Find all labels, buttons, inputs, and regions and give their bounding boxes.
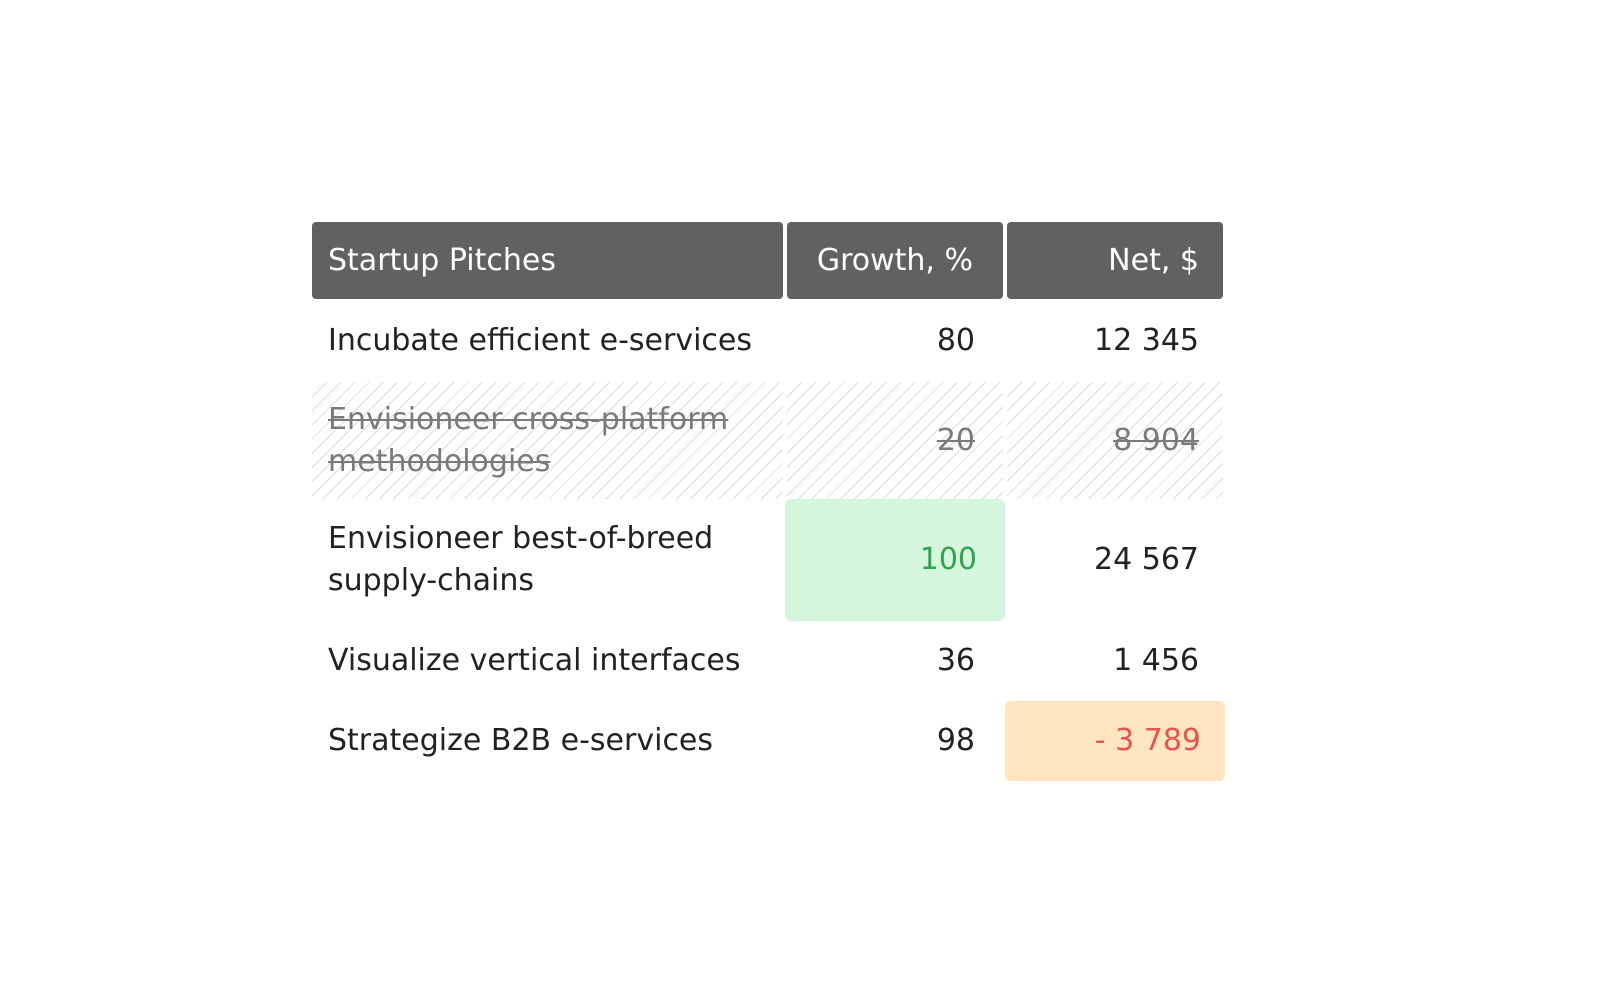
startup-pitches-table: Startup Pitches Growth, % Net, $ Incubat…: [312, 222, 1225, 781]
table-grid: Startup Pitches Growth, % Net, $ Incubat…: [312, 222, 1225, 781]
table-row-4-growth: 36: [936, 643, 975, 678]
table-row-3-growth-highlight: 100: [785, 499, 1005, 621]
column-header-startup-pitches: Startup Pitches: [312, 222, 783, 299]
table-row-1-net: 12 345: [1094, 322, 1199, 358]
table-row-4-net: 1 456: [1113, 643, 1199, 678]
table-row-5-pitch: Strategize B2B e-services: [328, 723, 714, 758]
table-row-1-pitch: Incubate efficient e-services: [328, 322, 752, 358]
table-row-5-net-highlight: - 3 789: [1005, 701, 1225, 781]
table-row-2-growth-struck: 20: [787, 382, 1003, 499]
column-header-growth: Growth, %: [787, 222, 1003, 299]
table-row-2-pitch-struck: Envisioneer cross-platform methodologies: [312, 382, 783, 499]
table-row-3-pitch: Envisioneer best-of-breed supply-chains: [328, 521, 714, 598]
table-row-2-net-struck: 8 904: [1007, 382, 1223, 499]
table-row-3-net: 24 567: [1094, 542, 1199, 577]
column-header-net: Net, $: [1007, 222, 1223, 299]
table-row-1-growth: 80: [936, 322, 975, 358]
table-row-4-pitch: Visualize vertical interfaces: [328, 643, 741, 678]
table-row-5-growth: 98: [936, 723, 975, 758]
